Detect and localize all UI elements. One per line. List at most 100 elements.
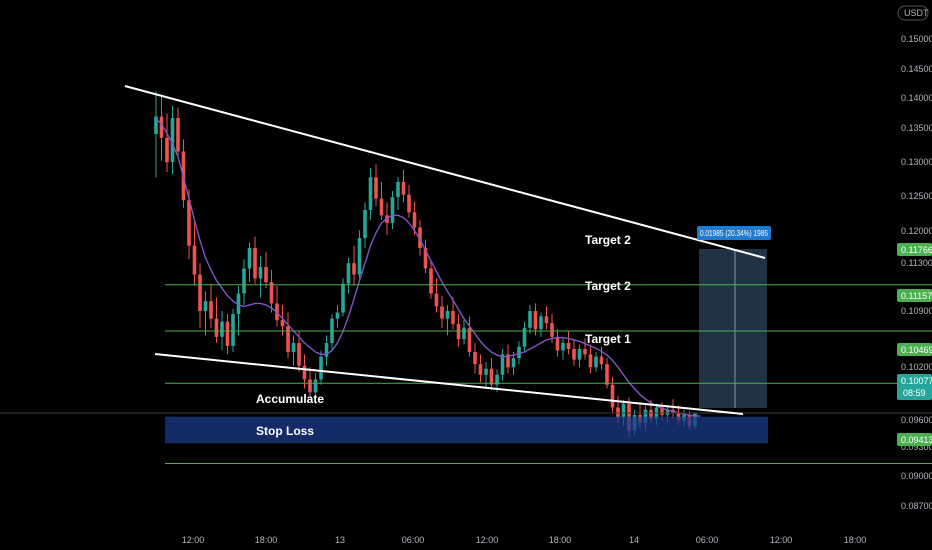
candle-body [165, 137, 169, 163]
measure-tag-text: 0.01985 (20.34%) 1985 [700, 228, 768, 238]
measure-tag-bg [697, 226, 771, 240]
candle-body [616, 407, 620, 418]
candle-body [451, 311, 455, 324]
candle-body [357, 238, 362, 275]
candle-body [506, 354, 510, 368]
price-tick-label: 0.09600 [901, 415, 932, 425]
candle-body [660, 407, 664, 416]
price-tick-label: 0.10200 [901, 362, 932, 372]
price-tick-label: 0.09300 [901, 442, 932, 452]
candle-body [599, 356, 604, 365]
candle-body [192, 245, 197, 275]
candle-body [253, 247, 257, 279]
candle-body [313, 379, 318, 393]
candle-body [176, 118, 180, 152]
price-tick-label: 0.11300 [901, 258, 932, 268]
overlays-group: Accumulate Target 2 Target 2 Target 1 St… [0, 85, 932, 464]
candle-body [286, 326, 290, 353]
price-tick-label: 0.14000 [901, 93, 932, 103]
level-price-stop-loss: 0.09413 [901, 435, 932, 445]
candle-body [363, 209, 367, 239]
candle-body [242, 268, 246, 294]
candle-body [247, 247, 252, 269]
lower-trendline [154, 353, 744, 415]
price-ticks: 0.15000 0.14500 0.14000 0.13500 0.13000 0.125… [901, 34, 932, 511]
candle-body [489, 368, 494, 385]
candle-body [258, 266, 263, 279]
candle-body [346, 263, 351, 284]
candle-body [517, 346, 521, 359]
price-tick-label: 0.14500 [901, 64, 932, 74]
candle-body [302, 365, 307, 380]
candle-body [495, 374, 499, 385]
candle-body [522, 327, 527, 347]
candle-body [297, 342, 301, 366]
candle-body [214, 318, 219, 337]
candle-body [220, 321, 224, 337]
candle-body [583, 349, 587, 355]
time-tick-label: 18:00 [844, 535, 867, 545]
price-tick-label: 0.09000 [901, 471, 932, 481]
time-axis[interactable]: 12:00 18:00 13 06:00 12:00 18:00 14 06:00 12:00 1… [182, 535, 867, 545]
candle-body [649, 409, 653, 419]
candle-body [511, 358, 516, 368]
candle-body [154, 116, 158, 135]
candle-body [209, 301, 213, 319]
candle-body [203, 301, 208, 312]
target-2-upper-label: Target 2 [585, 233, 631, 247]
candle-body [159, 116, 164, 138]
current-price-badge [897, 374, 932, 400]
candle-body [407, 194, 411, 213]
candle-body [572, 349, 576, 360]
target-1-label: Target 1 [585, 332, 631, 346]
candle-body [539, 316, 543, 330]
level-price-target-2-lower: 0.11157 [901, 291, 932, 301]
candle-body [264, 266, 268, 283]
candle-body [621, 403, 626, 418]
time-tick-label: 12:00 [770, 535, 793, 545]
candle-body [423, 247, 428, 269]
candle-body [544, 316, 549, 324]
candle-body [401, 181, 406, 195]
candle-body [341, 283, 345, 313]
level-badge-target-2-lower [897, 289, 932, 302]
level-badge-target-1 [897, 343, 932, 356]
candle-body [456, 323, 461, 340]
level-price-target-2-upper: 0.11766 [901, 245, 932, 255]
candle-body [561, 342, 565, 351]
stop-loss-label: Stop Loss [256, 424, 314, 438]
candle-body [280, 320, 285, 327]
candle-body [396, 181, 400, 198]
candle-body [478, 364, 483, 375]
accumulate-zone [165, 416, 768, 444]
candle-body [187, 200, 191, 246]
candle-body [368, 177, 373, 210]
candle-body [555, 336, 560, 351]
candle-body [605, 364, 609, 385]
candle-body [236, 293, 241, 315]
candle-body [269, 282, 274, 304]
price-tick-label: 0.13000 [901, 157, 932, 167]
moving-average-line [155, 118, 701, 417]
price-axis[interactable]: USDT 0.15000 0.14500 0.14000 0.13500 0.13000… [897, 5, 932, 511]
candle-body [440, 306, 444, 319]
candle-body [429, 268, 433, 294]
price-tick-label: 0.10900 [901, 306, 932, 316]
candle-body [291, 342, 296, 353]
candle-body [665, 409, 670, 416]
candle-body [374, 177, 378, 199]
price-tick-label: 0.15000 [901, 34, 932, 44]
candle-body [610, 384, 615, 408]
candle-body [462, 327, 466, 340]
time-tick-label: 06:00 [696, 535, 719, 545]
candle-body [170, 118, 175, 163]
measure-box [699, 249, 767, 408]
upper-trendline [124, 85, 766, 259]
candle-body [500, 354, 505, 375]
level-badge-stop-loss [897, 433, 932, 446]
time-tick-label: 06:00 [402, 535, 425, 545]
current-price-value: 0.10077 [901, 376, 932, 386]
accumulate-label: Accumulate [256, 392, 324, 406]
